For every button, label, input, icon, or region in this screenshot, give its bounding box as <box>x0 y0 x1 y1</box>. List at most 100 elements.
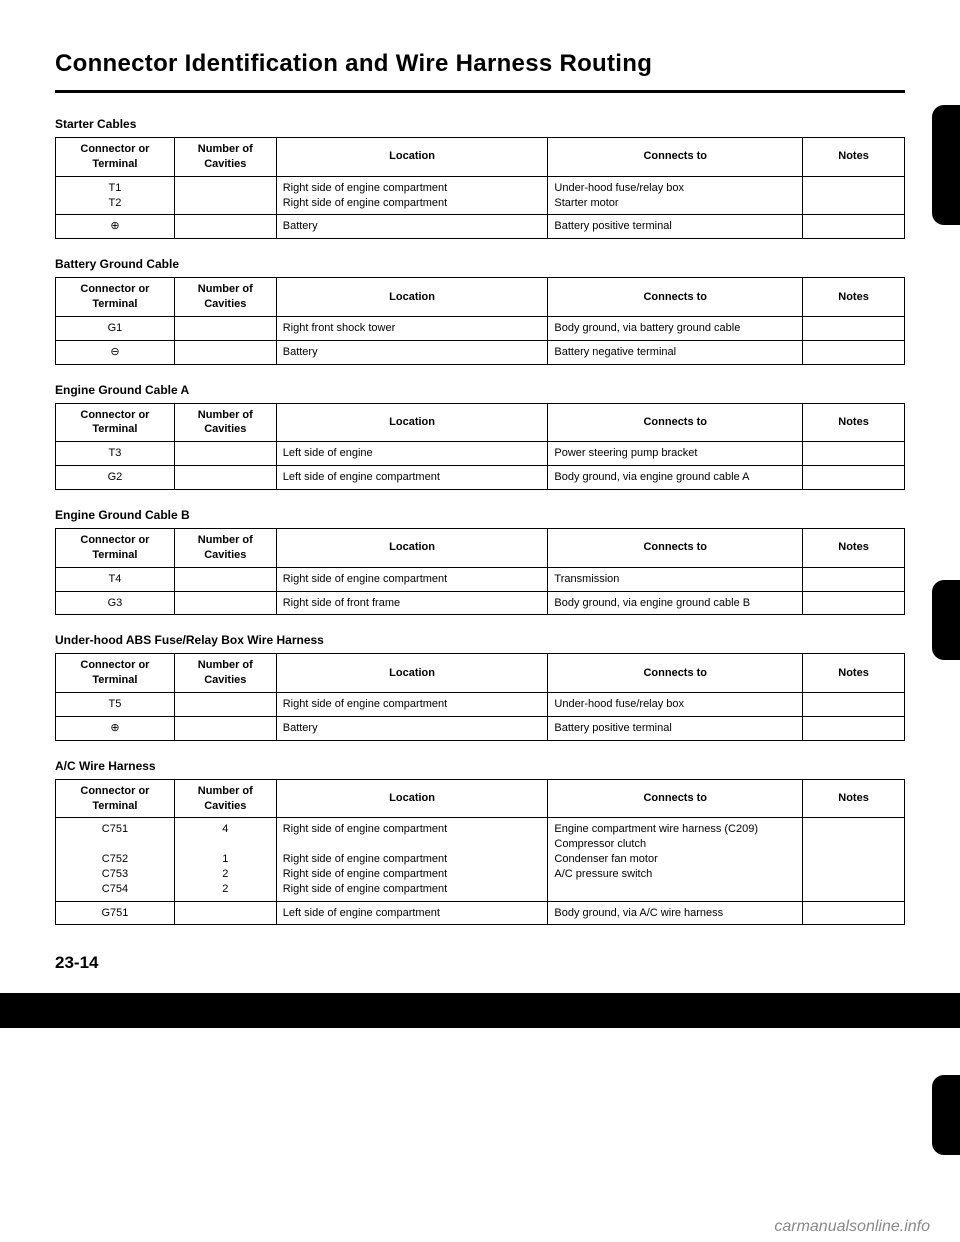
table-cell: Transmission <box>548 567 803 591</box>
table-cell <box>174 316 276 340</box>
data-table: Connector or TerminalNumber of CavitiesL… <box>55 653 905 740</box>
table-header: Notes <box>803 779 905 818</box>
tables-container: Starter CablesConnector or TerminalNumbe… <box>55 117 905 925</box>
table-header: Location <box>276 138 548 177</box>
table-cell: Right side of front frame <box>276 591 548 615</box>
table-header: Notes <box>803 138 905 177</box>
table-header: Number of Cavities <box>174 779 276 818</box>
table-cell: C751 C752 C753 C754 <box>56 818 175 901</box>
bottom-bar: carmanualsonline.info <box>0 993 960 1028</box>
table-header: Connects to <box>548 779 803 818</box>
table-row: G2 Left side of engine compartmentBody gr… <box>56 466 905 490</box>
table-cell <box>803 466 905 490</box>
section-title: Engine Ground Cable B <box>55 508 905 522</box>
table-cell: Battery <box>276 716 548 740</box>
table-header: Location <box>276 654 548 693</box>
data-table: Connector or TerminalNumber of CavitiesL… <box>55 403 905 490</box>
table-cell: 4 1 2 2 <box>174 818 276 901</box>
table-cell: Left side of engine compartment <box>276 466 548 490</box>
data-table: Connector or TerminalNumber of CavitiesL… <box>55 779 905 926</box>
watermark-text: carmanualsonline.info <box>774 1218 930 1236</box>
table-cell <box>174 215 276 239</box>
table-cell <box>174 716 276 740</box>
table-header: Number of Cavities <box>174 138 276 177</box>
table-header: Connects to <box>548 528 803 567</box>
table-header: Connects to <box>548 403 803 442</box>
table-cell: Battery positive terminal <box>548 215 803 239</box>
table-header: Number of Cavities <box>174 654 276 693</box>
table-cell: Power steering pump bracket <box>548 442 803 466</box>
table-cell <box>174 901 276 925</box>
section-title: Engine Ground Cable A <box>55 383 905 397</box>
table-cell <box>174 567 276 591</box>
table-cell <box>803 818 905 901</box>
table-row: G1Right front shock towerBody ground, vi… <box>56 316 905 340</box>
table-header: Location <box>276 528 548 567</box>
table-cell: Body ground, via A/C wire harness <box>548 901 803 925</box>
table-cell: G1 <box>56 316 175 340</box>
section-title: Under-hood ABS Fuse/Relay Box Wire Harne… <box>55 633 905 647</box>
table-cell <box>803 693 905 717</box>
table-cell <box>174 340 276 364</box>
table-cell: Left side of engine <box>276 442 548 466</box>
table-cell: Battery positive terminal <box>548 716 803 740</box>
table-cell: G751 <box>56 901 175 925</box>
table-cell: T3 <box>56 442 175 466</box>
table-header: Connects to <box>548 278 803 317</box>
table-cell: Left side of engine compartment <box>276 901 548 925</box>
table-cell <box>803 316 905 340</box>
table-header: Location <box>276 779 548 818</box>
section-title: Battery Ground Cable <box>55 257 905 271</box>
binder-tabs <box>932 0 960 993</box>
data-table: Connector or TerminalNumber of CavitiesL… <box>55 528 905 615</box>
table-cell <box>803 176 905 215</box>
table-cell: Body ground, via engine ground cable A <box>548 466 803 490</box>
table-cell: Engine compartment wire harness (C209) C… <box>548 818 803 901</box>
table-row: G3Right side of front frameBody ground, … <box>56 591 905 615</box>
table-header: Location <box>276 403 548 442</box>
table-header: Notes <box>803 528 905 567</box>
table-cell: ⊕ <box>56 716 175 740</box>
table-cell <box>174 466 276 490</box>
table-cell: Right front shock tower <box>276 316 548 340</box>
table-cell <box>803 442 905 466</box>
binder-tab-icon <box>932 105 960 225</box>
table-cell: ⊕ <box>56 215 175 239</box>
table-header: Number of Cavities <box>174 528 276 567</box>
table-cell: T1 T2 <box>56 176 175 215</box>
table-header: Connects to <box>548 138 803 177</box>
table-cell <box>803 567 905 591</box>
table-cell: Under-hood fuse/relay box <box>548 693 803 717</box>
table-cell: G3 <box>56 591 175 615</box>
table-row: T5Right side of engine compartmentUnder-… <box>56 693 905 717</box>
table-header: Number of Cavities <box>174 403 276 442</box>
table-header: Notes <box>803 403 905 442</box>
data-table: Connector or TerminalNumber of CavitiesL… <box>55 277 905 364</box>
table-cell <box>174 176 276 215</box>
table-cell: Right side of engine compartment Right s… <box>276 176 548 215</box>
data-table: Connector or TerminalNumber of CavitiesL… <box>55 137 905 239</box>
binder-tab-icon <box>932 580 960 660</box>
table-cell: Under-hood fuse/relay box Starter motor <box>548 176 803 215</box>
table-row: C751 C752 C753 C7544 1 2 2Right side of … <box>56 818 905 901</box>
table-cell: Battery <box>276 340 548 364</box>
table-cell <box>803 215 905 239</box>
table-header: Connector or Terminal <box>56 403 175 442</box>
table-cell: Battery <box>276 215 548 239</box>
table-cell <box>803 340 905 364</box>
table-row: ⊕ BatteryBattery positive terminal <box>56 716 905 740</box>
table-header: Notes <box>803 278 905 317</box>
table-cell: G2 <box>56 466 175 490</box>
table-cell <box>174 591 276 615</box>
section-title: Starter Cables <box>55 117 905 131</box>
table-cell <box>803 716 905 740</box>
table-header: Number of Cavities <box>174 278 276 317</box>
page-container: Connector Identification and Wire Harnes… <box>0 0 960 993</box>
section-title: A/C Wire Harness <box>55 759 905 773</box>
table-header: Connects to <box>548 654 803 693</box>
table-row: G751 Left side of engine compartmentBody … <box>56 901 905 925</box>
table-cell <box>174 693 276 717</box>
table-cell: ⊖ <box>56 340 175 364</box>
table-header: Notes <box>803 654 905 693</box>
table-cell <box>803 901 905 925</box>
